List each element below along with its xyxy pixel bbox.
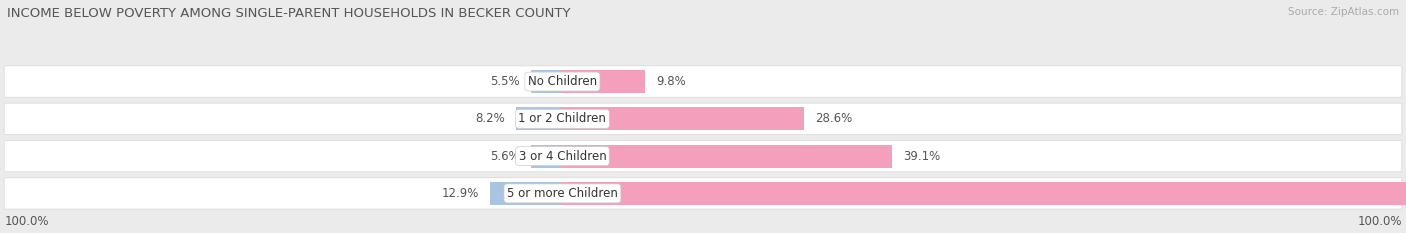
Text: 5 or more Children: 5 or more Children	[508, 187, 617, 200]
Text: Source: ZipAtlas.com: Source: ZipAtlas.com	[1288, 7, 1399, 17]
FancyBboxPatch shape	[489, 182, 562, 205]
FancyBboxPatch shape	[4, 178, 1402, 209]
Text: 1 or 2 Children: 1 or 2 Children	[519, 112, 606, 125]
FancyBboxPatch shape	[562, 107, 804, 130]
Text: 9.8%: 9.8%	[657, 75, 686, 88]
FancyBboxPatch shape	[4, 66, 1402, 97]
Text: 100.0%: 100.0%	[1357, 215, 1402, 228]
FancyBboxPatch shape	[516, 107, 562, 130]
Text: 100.0%: 100.0%	[4, 215, 49, 228]
FancyBboxPatch shape	[4, 140, 1402, 172]
FancyBboxPatch shape	[562, 70, 645, 93]
FancyBboxPatch shape	[562, 182, 1406, 205]
Text: 5.5%: 5.5%	[491, 75, 520, 88]
Text: 39.1%: 39.1%	[904, 150, 941, 163]
Text: 12.9%: 12.9%	[441, 187, 478, 200]
Text: 28.6%: 28.6%	[815, 112, 852, 125]
Text: No Children: No Children	[527, 75, 598, 88]
FancyBboxPatch shape	[562, 144, 893, 168]
FancyBboxPatch shape	[4, 103, 1402, 134]
Text: INCOME BELOW POVERTY AMONG SINGLE-PARENT HOUSEHOLDS IN BECKER COUNTY: INCOME BELOW POVERTY AMONG SINGLE-PARENT…	[7, 7, 571, 20]
Text: 3 or 4 Children: 3 or 4 Children	[519, 150, 606, 163]
Text: 5.6%: 5.6%	[489, 150, 520, 163]
FancyBboxPatch shape	[531, 70, 562, 93]
FancyBboxPatch shape	[531, 144, 562, 168]
Text: 8.2%: 8.2%	[475, 112, 505, 125]
